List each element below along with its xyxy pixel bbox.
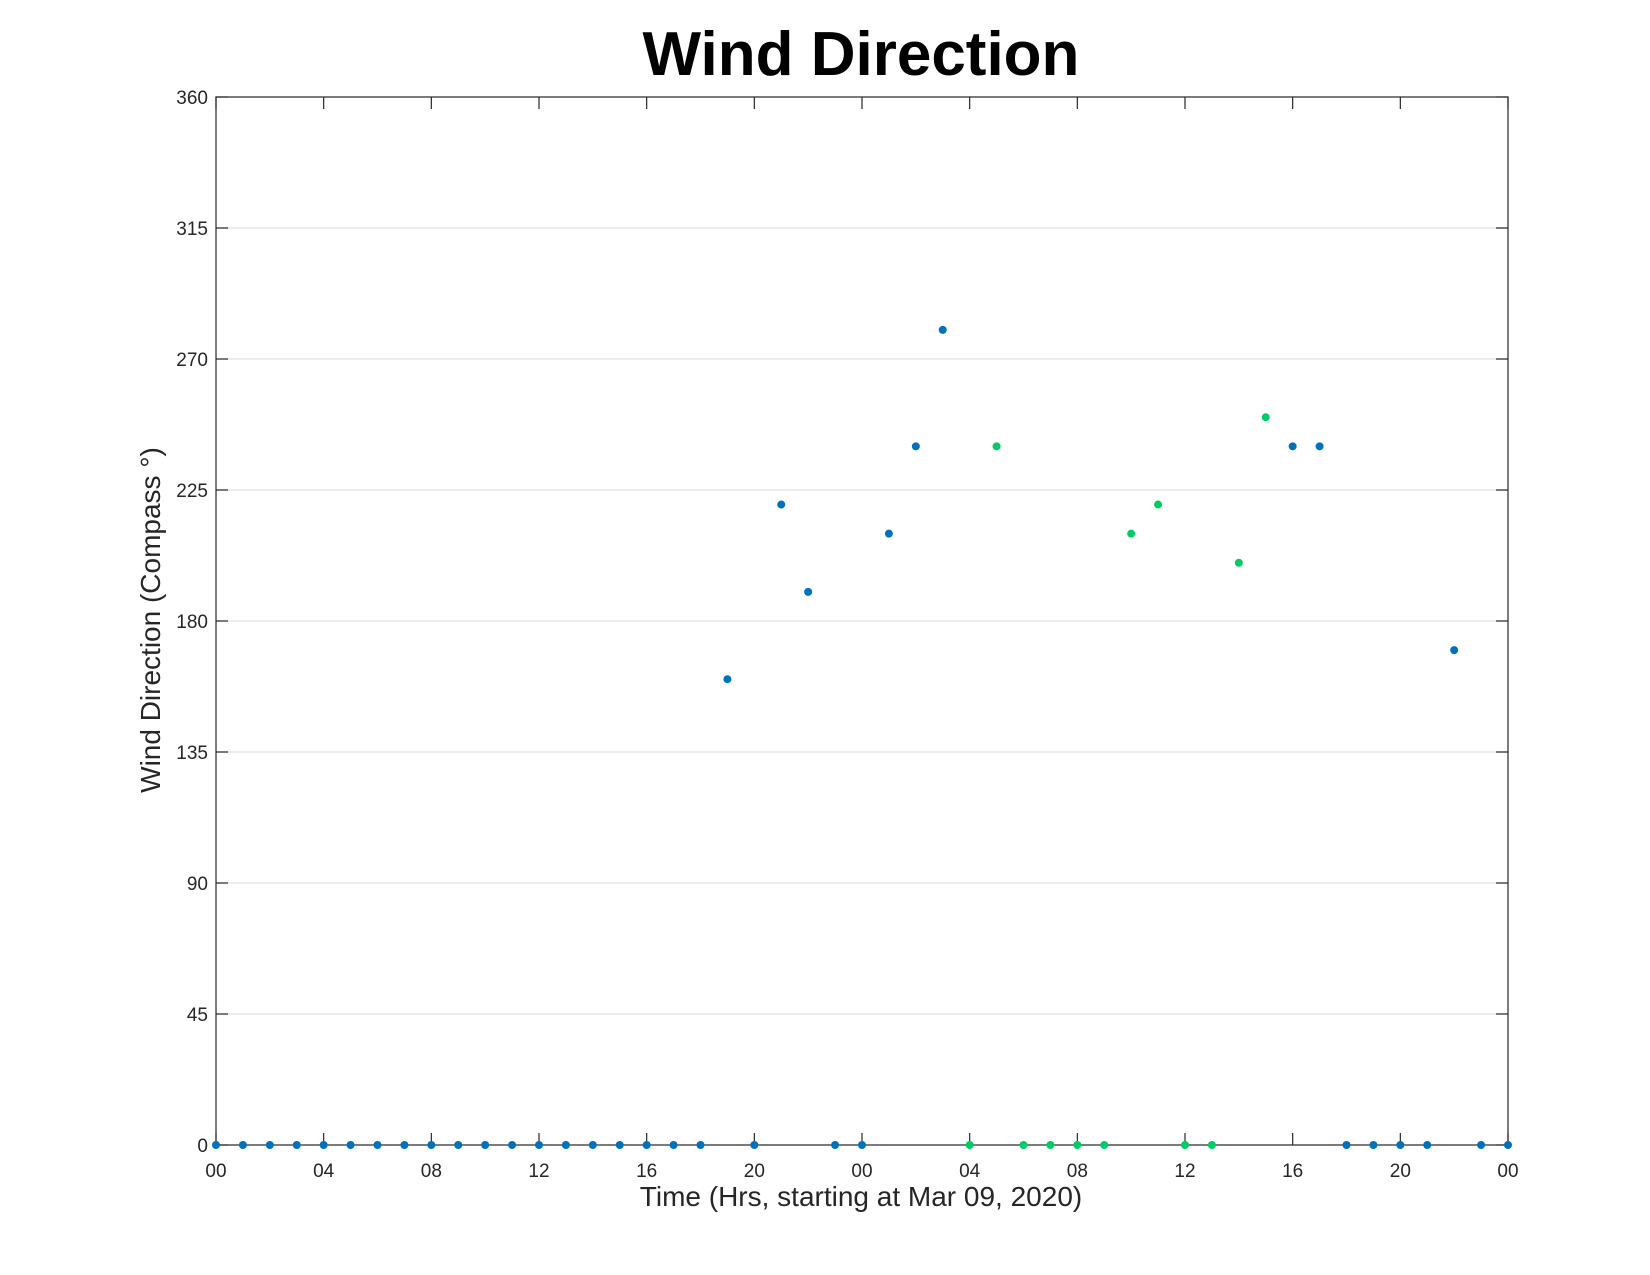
data-point [642,1141,651,1149]
data-point [965,1141,974,1149]
data-point [561,1141,570,1149]
x-axis-label: Time (Hrs, starting at Mar 09, 2020) [640,1181,1082,1212]
data-point [1234,558,1243,567]
data-point [1181,1141,1189,1149]
data-point [1477,1141,1486,1149]
y-axis-label: Wind Direction (Compass °) [135,447,166,793]
y-tick-label: 90 [187,874,208,895]
data-point [508,1141,517,1149]
data-point [292,1141,301,1149]
data-point [1154,500,1163,509]
data-point [1423,1141,1432,1149]
x-tick-label: 12 [528,1161,549,1182]
x-tick-label: 16 [1282,1161,1303,1182]
x-tick-label: 20 [1390,1161,1411,1182]
data-point [1127,529,1136,538]
data-point [1369,1141,1378,1149]
data-point [938,325,947,334]
data-point [777,500,786,509]
x-tick-label: 16 [636,1161,657,1182]
y-tick-label: 270 [176,350,208,371]
data-point [615,1141,624,1149]
data-point [400,1141,409,1149]
x-tick-label: 00 [851,1161,872,1182]
x-tick-label: 00 [1497,1161,1518,1182]
grid-lines [216,227,1508,1015]
data-point [319,1141,328,1149]
data-point [588,1141,597,1149]
data-point [454,1141,463,1149]
data-point [723,675,732,684]
data-point [884,529,893,538]
data-point [1315,442,1324,451]
data-point [1288,442,1297,451]
data-point [804,587,813,596]
x-tick-label: 08 [1067,1161,1088,1182]
data-point [373,1141,382,1149]
data-point [238,1141,247,1149]
data-point [535,1141,543,1149]
x-tick-label: 08 [421,1161,442,1182]
data-point [1450,646,1459,655]
data-point [750,1141,759,1149]
data-point [212,1141,220,1149]
data-point [858,1141,866,1149]
data-point [265,1141,274,1149]
data-point [1207,1141,1216,1149]
data-point [1504,1141,1512,1149]
data-point [911,442,920,451]
data-point [1073,1141,1082,1149]
y-tick-label: 225 [176,481,208,502]
data-point [669,1141,678,1149]
data-point [1261,413,1270,422]
data-points [212,325,1512,1149]
chart-title: Wind Direction [643,20,1080,89]
y-tick-label: 45 [187,1005,208,1026]
y-tick-label: 135 [176,743,208,764]
data-point [427,1141,436,1149]
x-tick-label: 12 [1174,1161,1195,1182]
x-tick-label: 04 [313,1161,335,1182]
y-tick-label: 0 [197,1136,208,1157]
data-point [481,1141,490,1149]
data-point [1100,1141,1109,1149]
x-tick-label: 20 [744,1161,765,1182]
data-point [1046,1141,1055,1149]
tick-labels: 0 45 90 135 180 225 270 315 360 00 04 08 12 16 20 00 04 0… [176,88,1518,1182]
x-tick-label: 04 [959,1161,981,1182]
y-tick-label: 180 [176,612,208,633]
x-tick-label: 00 [205,1161,226,1182]
data-point [346,1141,355,1149]
data-point [696,1141,705,1149]
data-point [1396,1141,1405,1149]
data-point [831,1141,840,1149]
data-point [1342,1141,1351,1149]
data-point [1019,1141,1028,1149]
y-tick-label: 315 [176,219,208,240]
data-point [992,442,1001,451]
y-tick-label: 360 [176,88,208,109]
